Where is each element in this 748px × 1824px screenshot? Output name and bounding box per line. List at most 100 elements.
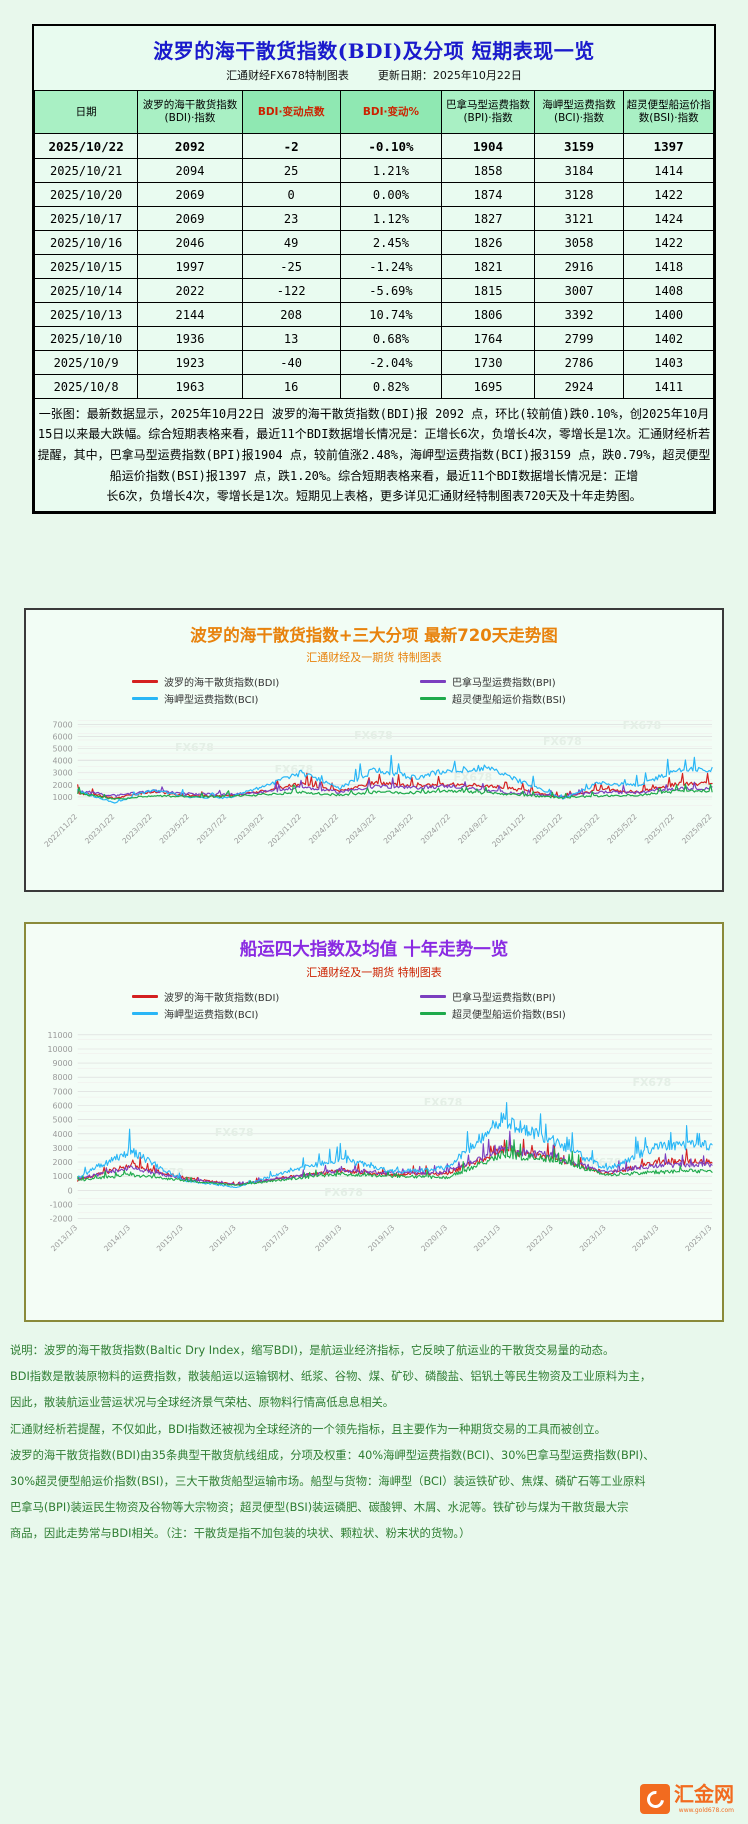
- footer-line-6: 30%超灵便型船运价指数(BSI)，三大干散货船型运输市场。船型与货物：海岬型（…: [10, 1475, 646, 1489]
- cell-bdi-pct: 0.00%: [339, 182, 443, 208]
- svg-text:1000: 1000: [53, 793, 73, 802]
- cell-bci: 3159: [533, 133, 625, 160]
- footer-line-5: 波罗的海干散货指数(BDI)由35条典型干散货航线组成，分项及权重：40%海岬型…: [10, 1448, 655, 1462]
- svg-text:2025/5/22: 2025/5/22: [605, 812, 638, 846]
- svg-text:3000: 3000: [53, 1144, 73, 1153]
- legend2-item-bpi: 巴拿马型运费指数(BPI): [374, 988, 662, 1005]
- col-header-bci: 海岬型运费指数(BCI)·指数: [533, 89, 625, 135]
- svg-text:2025/1/3: 2025/1/3: [683, 1223, 713, 1253]
- logo-url: www.gold678.com: [678, 1807, 734, 1814]
- table-header-row: 日期 波罗的海干散货指数(BDI)·指数 BDI·变动点数 BDI·变动% 巴拿…: [33, 89, 714, 135]
- footer-description: 说明：波罗的海干散货指数(Baltic Dry Index，缩写BDI)，是航运…: [10, 1338, 738, 1548]
- legend2-label-bpi: 巴拿马型运费指数(BPI): [452, 993, 556, 1004]
- cell-bci: 3184: [533, 158, 625, 184]
- summary-note-main: 一张图：最新数据显示，2025年10月22日 波罗的海干散货指数(BDI)报 2…: [37, 406, 711, 483]
- chart1-legend: 波罗的海干散货指数(BDI) 巴拿马型运费指数(BPI) 海岬型运费指数(BCI…: [26, 665, 722, 707]
- cell-bsi: 1402: [623, 326, 714, 352]
- svg-text:FX678: FX678: [324, 1186, 363, 1199]
- cell-bci: 3058: [533, 230, 625, 256]
- cell-bdi-change: 25: [241, 158, 341, 184]
- cell-bpi: 1827: [441, 206, 535, 232]
- svg-text:0: 0: [68, 1186, 73, 1195]
- legend-swatch-bci: [132, 697, 158, 700]
- cell-bpi: 1826: [441, 230, 535, 256]
- legend-swatch-bpi: [420, 680, 446, 683]
- table-row: 2025/10/9 1923 -40 -2.04% 1730 2786 1403: [33, 350, 714, 376]
- svg-text:2000: 2000: [53, 1158, 73, 1167]
- legend2-label-bdi: 波罗的海干散货指数(BDI): [164, 993, 280, 1004]
- svg-text:2024/5/22: 2024/5/22: [382, 812, 415, 846]
- svg-text:5000: 5000: [53, 744, 73, 753]
- cell-bsi: 1424: [623, 206, 714, 232]
- legend-swatch-bsi: [420, 697, 446, 700]
- col-header-bdi-change-pct: BDI·变动%: [339, 89, 443, 135]
- legend2-swatch-bpi: [420, 995, 446, 998]
- cell-bdi-change: 16: [241, 374, 341, 400]
- chart1-plot-area: 1000 2000 3000 4000 5000 6000 7000 FX678 FX678 FX…: [26, 711, 722, 861]
- cell-bdi: 2022: [137, 278, 243, 304]
- summary-note: 一张图：最新数据显示，2025年10月22日 波罗的海干散货指数(BDI)报 2…: [34, 398, 714, 513]
- cell-bsi: 1411: [623, 374, 714, 400]
- svg-text:7000: 7000: [53, 720, 73, 729]
- cell-bpi: 1821: [441, 254, 535, 280]
- site-logo: 汇金网 www.gold678.com: [640, 1784, 734, 1814]
- chart-card-720day: 波罗的海干散货指数+三大分项 最新720天走势图 汇通财经及一期货 特制图表 波…: [24, 608, 724, 892]
- table-row: 2025/10/17 2069 23 1.12% 1827 3121 1424: [33, 206, 714, 232]
- svg-text:FX678: FX678: [623, 719, 662, 732]
- cell-bsi: 1418: [623, 254, 714, 280]
- chart1-title: 波罗的海干散货指数+三大分项 最新720天走势图: [190, 626, 558, 645]
- svg-text:2022/1/3: 2022/1/3: [525, 1223, 555, 1253]
- cell-bsi: 1422: [623, 182, 714, 208]
- svg-text:2023/1/22: 2023/1/22: [83, 812, 116, 846]
- cell-bsi: 1403: [623, 350, 714, 376]
- legend2-swatch-bdi: [132, 995, 158, 998]
- cell-date: 2025/10/16: [33, 230, 139, 256]
- svg-text:7000: 7000: [53, 1087, 73, 1096]
- cell-bdi-change: 208: [241, 302, 341, 328]
- footer-line-7: 巴拿马(BPI)装运民生物资及谷物等大宗物资；超灵便型(BSI)装运磷肥、碳酸钾…: [10, 1501, 629, 1515]
- cell-bdi-pct: 2.45%: [339, 230, 443, 256]
- cell-bdi: 2094: [137, 158, 243, 184]
- cell-bci: 3007: [533, 278, 625, 304]
- svg-text:2020/1/3: 2020/1/3: [419, 1223, 449, 1253]
- cell-date: 2025/10/13: [33, 302, 139, 328]
- svg-text:2018/1/3: 2018/1/3: [313, 1223, 343, 1253]
- footer-line-3: 因此，散装航运业营运状况与全球经济景气荣枯、原物料行情高低息息相关。: [10, 1396, 395, 1410]
- svg-text:FX678: FX678: [454, 771, 493, 784]
- table-update-date: 更新日期：2025年10月22日: [377, 69, 522, 82]
- cell-bdi-change: 13: [241, 326, 341, 352]
- cell-bci: 2916: [533, 254, 625, 280]
- svg-text:6000: 6000: [53, 732, 73, 741]
- svg-text:2024/11/22: 2024/11/22: [490, 812, 527, 849]
- svg-text:6000: 6000: [53, 1101, 73, 1110]
- logo-mark-icon: [640, 1784, 670, 1814]
- table-row: 2025/10/10 1936 13 0.68% 1764 2799 1402: [33, 326, 714, 352]
- page-title: 波罗的海干散货指数(BDI)及分项 短期表现一览: [153, 39, 595, 63]
- svg-text:FX678: FX678: [215, 1126, 254, 1139]
- cell-bpi: 1806: [441, 302, 535, 328]
- col-header-date: 日期: [33, 89, 139, 135]
- table-source-label: 汇通财经FX678特制图表: [226, 69, 349, 82]
- legend-label-bsi: 超灵便型船运价指数(BSI): [452, 695, 566, 706]
- bdi-summary-card: 波罗的海干散货指数(BDI)及分项 短期表现一览 汇通财经FX678特制图表 更…: [32, 24, 716, 515]
- svg-text:FX678: FX678: [175, 741, 214, 754]
- legend-item-bsi: 超灵便型船运价指数(BSI): [374, 690, 662, 707]
- legend2-swatch-bci: [132, 1012, 158, 1015]
- cell-bdi: 2092: [137, 133, 243, 160]
- table-row: 2025/10/22 2092 -2 -0.10% 1904 3159 1397: [33, 133, 714, 160]
- cell-bdi-pct: 1.12%: [339, 206, 443, 232]
- legend-swatch-bdi: [132, 680, 158, 683]
- cell-bdi-change: -122: [241, 278, 341, 304]
- svg-text:2024/9/22: 2024/9/22: [456, 812, 489, 846]
- cell-bdi-pct: 10.74%: [339, 302, 443, 328]
- cell-bci: 3128: [533, 182, 625, 208]
- svg-text:2024/3/22: 2024/3/22: [344, 812, 377, 846]
- footer-line-4: 汇通财经析若提醒，不仅如此，BDI指数还被视为全球经济的一个领先指标，且主要作为…: [10, 1422, 606, 1436]
- svg-text:2000: 2000: [53, 781, 73, 790]
- svg-text:8000: 8000: [53, 1073, 73, 1082]
- svg-text:2023/3/22: 2023/3/22: [120, 812, 153, 846]
- bdi-table: 日期 波罗的海干散货指数(BDI)·指数 BDI·变动点数 BDI·变动% 巴拿…: [33, 89, 714, 513]
- svg-text:10000: 10000: [47, 1045, 72, 1054]
- svg-text:2017/1/3: 2017/1/3: [261, 1223, 291, 1253]
